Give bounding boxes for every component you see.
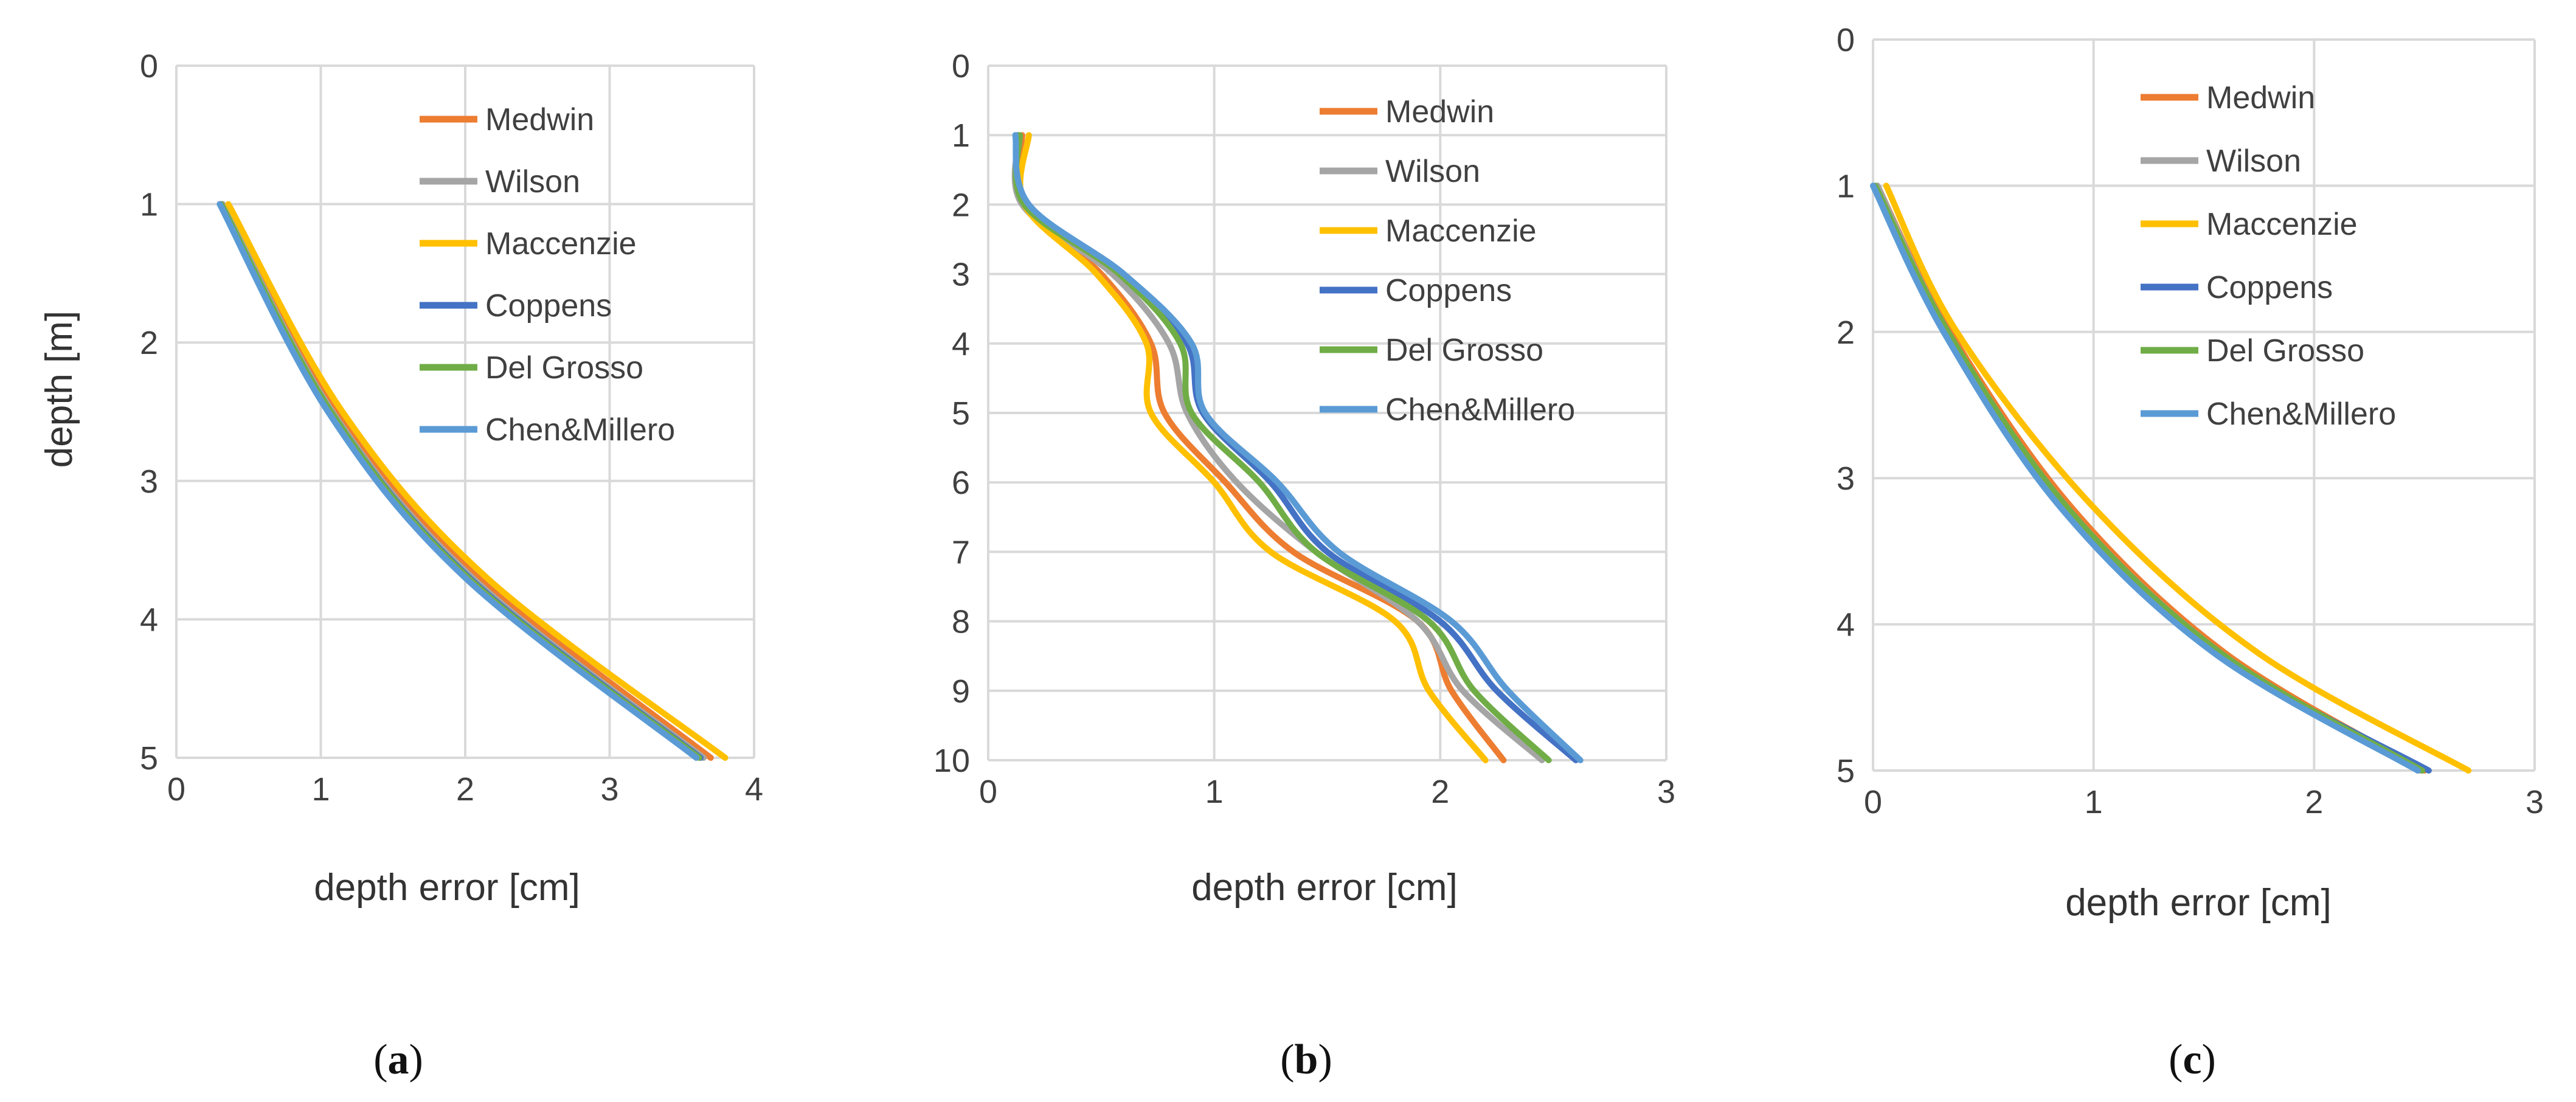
series-line-chen-millero	[1012, 132, 1584, 763]
legend-label-coppens: Coppens	[2206, 270, 2333, 305]
panel-caption-letter: b	[1295, 1036, 1318, 1083]
y-tick-label: 4	[1837, 607, 1855, 643]
y-tick-label: 8	[952, 604, 970, 640]
y-tick-label: 3	[1837, 460, 1855, 497]
legend-label-maccenzie: Maccenzie	[1385, 213, 1537, 249]
legend-label-del-grosso: Del Grosso	[2206, 333, 2364, 369]
legend-label-chen-millero: Chen&Millero	[1385, 392, 1575, 428]
series-line-chen-millero	[1870, 182, 2421, 774]
y-tick-label: 3	[952, 257, 970, 293]
y-tick-label: 0	[952, 48, 970, 85]
y-tick-label: 0	[140, 48, 158, 85]
legend-label-medwin: Medwin	[2206, 80, 2315, 116]
series-line-chen-millero	[216, 201, 699, 761]
x-tick-label: 1	[2085, 784, 2103, 820]
series-line-maccenzie	[225, 201, 729, 761]
x-tick-label: 3	[2526, 784, 2544, 820]
y-tick-label: 2	[1837, 314, 1855, 351]
legend-label-coppens: Coppens	[485, 288, 612, 324]
y-tick-label: 4	[952, 326, 970, 362]
x-tick-label: 2	[1431, 774, 1449, 810]
legend-label-medwin: Medwin	[1385, 94, 1494, 130]
legend-label-maccenzie: Maccenzie	[485, 226, 637, 262]
y-tick-label: 10	[933, 743, 970, 779]
legend-label-maccenzie: Maccenzie	[2206, 207, 2358, 242]
x-tick-label: 1	[1205, 774, 1224, 810]
x-tick-label: 1	[311, 771, 330, 808]
series-line-maccenzie	[1883, 182, 2472, 774]
y-tick-label: 5	[952, 395, 970, 432]
x-tick-label: 3	[600, 771, 618, 808]
legend-label-medwin: Medwin	[485, 102, 594, 137]
y-tick-label: 1	[952, 117, 970, 154]
series-line-maccenzie	[1017, 132, 1489, 763]
legend-label-wilson: Wilson	[2206, 144, 2301, 179]
panel-b: 0 1 2 3 0 1 2 3 4 5 6 7 8 9 10 depth error [cm] Medwin…	[933, 48, 1675, 1083]
legend-label-del-grosso: Del Grosso	[1385, 333, 1543, 368]
y-tick-label: 9	[952, 673, 970, 710]
panel-a: 0 1 2 3 4 0 1 2 3 4 5 depth error [cm] depth [m] M…	[38, 48, 763, 1083]
y-tick-label: 1	[1837, 168, 1855, 204]
legend-label-coppens: Coppens	[1385, 273, 1512, 308]
x-tick-label: 2	[456, 771, 474, 808]
x-tick-label: 3	[1657, 774, 1675, 810]
y-tick-label: 5	[140, 740, 158, 777]
x-tick-label: 0	[167, 771, 185, 808]
y-axis-label: depth [m]	[38, 311, 80, 468]
x-axis-label: depth error [cm]	[2065, 882, 2332, 924]
legend-label-wilson: Wilson	[485, 164, 580, 199]
x-tick-label: 4	[745, 771, 763, 808]
legend-label-chen-millero: Chen&Millero	[485, 412, 675, 448]
legend-label-chen-millero: Chen&Millero	[2206, 397, 2396, 432]
panel-caption: (b)	[1280, 1036, 1332, 1083]
legend-label-del-grosso: Del Grosso	[485, 350, 643, 386]
panel-c: 0 1 2 3 0 1 2 3 4 5 depth error [cm] Medwin Wilson…	[1837, 22, 2544, 1083]
y-tick-label: 6	[952, 465, 970, 501]
y-tick-label: 4	[140, 601, 158, 638]
y-tick-label: 1	[140, 187, 158, 223]
y-tick-label: 3	[140, 463, 158, 500]
legend-label-wilson: Wilson	[1385, 154, 1480, 189]
x-tick-label: 2	[2305, 784, 2323, 820]
panel-caption: (a)	[373, 1036, 423, 1083]
y-tick-label: 2	[952, 187, 970, 223]
y-tick-label: 0	[1837, 22, 1855, 58]
y-tick-label: 7	[952, 534, 970, 570]
x-axis-label: depth error [cm]	[314, 867, 580, 909]
panel-caption-letter: a	[388, 1036, 409, 1083]
y-tick-label: 2	[140, 325, 158, 361]
panel-caption-letter: c	[2183, 1036, 2201, 1083]
y-tick-label: 5	[1837, 753, 1855, 789]
panel-caption: (c)	[2169, 1036, 2216, 1083]
x-tick-label: 0	[979, 774, 997, 810]
x-tick-label: 0	[1864, 784, 1882, 820]
x-axis-label: depth error [cm]	[1191, 867, 1458, 909]
